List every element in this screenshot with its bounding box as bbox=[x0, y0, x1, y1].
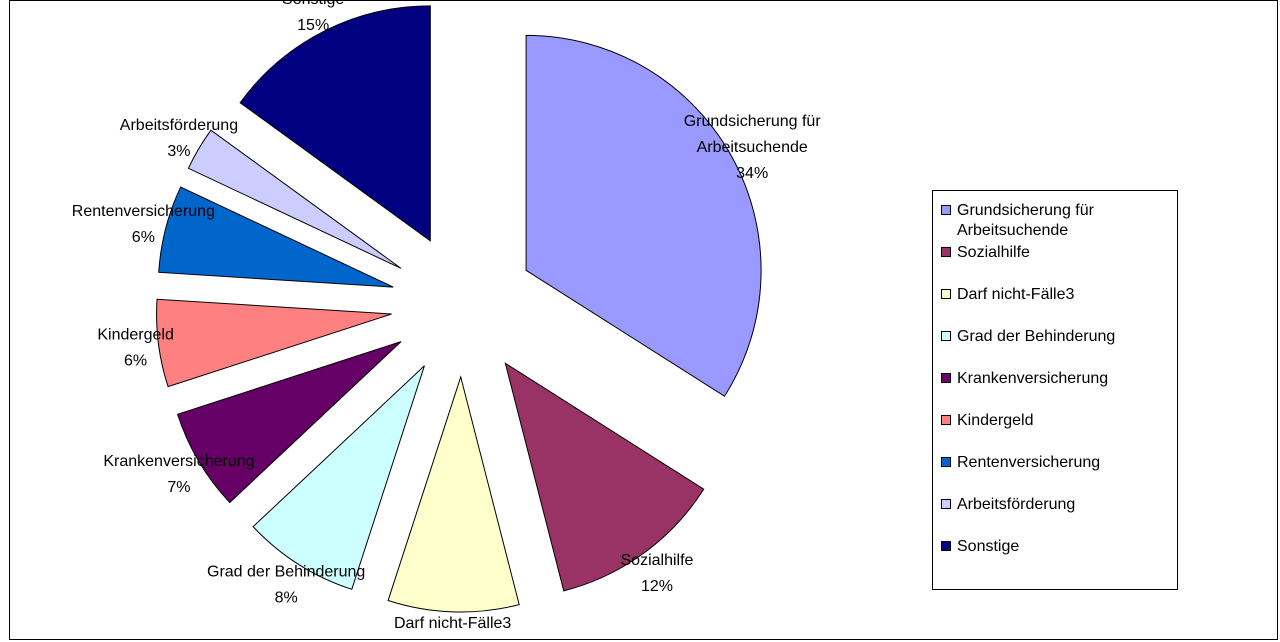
data-label-category: Sonstige bbox=[282, 0, 344, 8]
data-label-category: Grad der Behinderung bbox=[207, 564, 365, 581]
data-label-category: Kindergeld bbox=[97, 326, 174, 343]
pie-slice-kindergeld bbox=[156, 298, 392, 388]
data-label-category: Sozialhilfe bbox=[621, 552, 694, 569]
data-label-grad-der-behinderung: Grad der Behinderung 8% bbox=[207, 564, 365, 607]
data-label-sonstige: Sonstige 15% bbox=[282, 0, 344, 34]
pie-slice-rentenversicherung bbox=[158, 186, 394, 288]
pie-slice-grundsicherung-fuer-arbeitsuchende bbox=[525, 34, 762, 397]
data-label-category: Krankenversicherung bbox=[103, 453, 254, 470]
data-label-percent: 7% bbox=[167, 479, 190, 496]
data-label-category: Arbeitsuchende bbox=[697, 139, 808, 156]
legend-label: Grad der Behinderung bbox=[957, 328, 1116, 345]
data-label-percent: 9% bbox=[441, 641, 464, 642]
legend: Grundsicherung für Arbeitsuchende Sozialhi… bbox=[932, 190, 1178, 590]
data-label-percent: 6% bbox=[124, 352, 147, 369]
data-label-category: Grundsicherung für bbox=[684, 113, 822, 130]
legend-swatch bbox=[941, 247, 951, 257]
legend-label: Rentenversicherung bbox=[957, 454, 1101, 471]
legend-label: Grundsicherung für Arbeitsuchende bbox=[957, 202, 1094, 239]
legend-label: Darf nicht-Fälle3 bbox=[957, 286, 1075, 303]
data-label-percent: 3% bbox=[167, 143, 190, 160]
legend-label: Kindergeld bbox=[957, 412, 1034, 429]
legend-swatch bbox=[941, 415, 951, 425]
data-label-kindergeld: Kindergeld 6% bbox=[97, 326, 174, 369]
legend-swatch bbox=[941, 205, 951, 215]
legend-swatch bbox=[941, 289, 951, 299]
data-label-grundsicherung-fuer-arbeitsuchende: Grundsicherung für Arbeitsuchende 34% bbox=[684, 113, 822, 182]
data-label-percent: 6% bbox=[132, 229, 155, 246]
legend-swatch bbox=[941, 541, 951, 551]
legend-swatch bbox=[941, 331, 951, 341]
data-label-arbeitsfoerderung: Arbeitsförderung 3% bbox=[120, 117, 238, 160]
pie-slice-krankenversicherung bbox=[176, 341, 402, 504]
data-label-percent: 15% bbox=[297, 17, 329, 34]
pie-slice-darf-nicht-faelle3 bbox=[387, 375, 520, 613]
data-label-krankenversicherung: Krankenversicherung 7% bbox=[103, 453, 254, 496]
legend-swatch bbox=[941, 373, 951, 383]
legend-swatch bbox=[941, 457, 951, 467]
pie-slice-sonstige bbox=[239, 5, 431, 242]
legend-swatch bbox=[941, 499, 951, 509]
legend-label: Krankenversicherung bbox=[957, 370, 1109, 387]
pie-slice-arbeitsfoerderung bbox=[187, 129, 402, 269]
data-label-category: Rentenversicherung bbox=[72, 203, 215, 220]
data-label-rentenversicherung: Rentenversicherung 6% bbox=[72, 203, 215, 246]
data-label-sozialhilfe: Sozialhilfe 12% bbox=[621, 552, 694, 595]
legend-label: Sonstige bbox=[957, 538, 1020, 555]
data-label-percent: 34% bbox=[736, 165, 768, 182]
legend-label: Arbeitsförderung bbox=[957, 496, 1076, 513]
legend-label: Sozialhilfe bbox=[957, 244, 1030, 261]
data-label-percent: 12% bbox=[641, 578, 673, 595]
data-label-darf-nicht-faelle3: Darf nicht-Fälle3 9% bbox=[394, 615, 511, 642]
pie-slice-sozialhilfe bbox=[504, 362, 705, 592]
pie-slice-grad-der-behinderung bbox=[252, 365, 425, 590]
data-label-percent: 8% bbox=[275, 590, 298, 607]
data-label-category: Arbeitsförderung bbox=[120, 117, 238, 134]
data-label-category: Darf nicht-Fälle3 bbox=[394, 615, 511, 632]
